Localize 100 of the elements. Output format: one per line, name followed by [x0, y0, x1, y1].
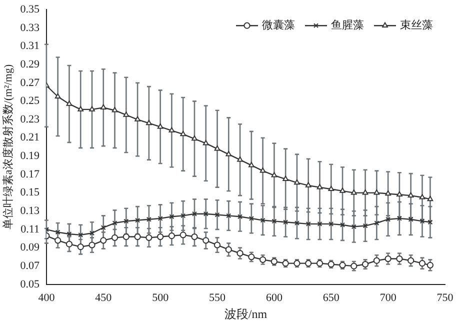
point [340, 188, 346, 193]
point [54, 93, 61, 99]
point [306, 221, 311, 226]
point [169, 214, 174, 220]
point [237, 156, 243, 162]
point [66, 232, 72, 236]
x-tick-label: 700 [380, 292, 397, 304]
point [157, 233, 164, 240]
y-tick-label: 0.23 [20, 113, 40, 126]
y-tick-label: 0.05 [20, 278, 40, 290]
point [328, 221, 334, 226]
x-axis-title: 波段/nm [224, 306, 268, 321]
point [418, 260, 426, 267]
point [373, 257, 380, 264]
x-tick-label: 450 [95, 292, 112, 304]
point [236, 250, 244, 257]
point [123, 112, 130, 117]
point [88, 242, 96, 248]
point [420, 218, 425, 224]
point [408, 192, 414, 198]
point [192, 135, 198, 141]
y-tick-label: 0.21 [20, 132, 40, 144]
point [408, 216, 414, 222]
legend-label: 微囊藻 [262, 18, 295, 32]
point [78, 106, 84, 112]
point [283, 220, 288, 225]
point [55, 230, 60, 235]
point [112, 107, 118, 112]
point [54, 237, 62, 244]
point [294, 179, 300, 185]
point [168, 127, 175, 132]
point [316, 184, 323, 190]
y-tick-label: 0.07 [20, 260, 40, 272]
y-tick-label: 0.27 [20, 76, 40, 89]
point [180, 130, 186, 136]
point [386, 216, 391, 222]
point [203, 211, 208, 216]
point [317, 221, 322, 226]
point [385, 190, 391, 196]
point [100, 237, 107, 244]
point [238, 214, 243, 220]
point [362, 223, 368, 228]
point [374, 190, 380, 195]
y-tick-label: 0.29 [20, 58, 40, 70]
point [77, 244, 84, 250]
point [90, 230, 94, 236]
point [328, 186, 334, 192]
point [180, 213, 186, 218]
point [134, 116, 140, 122]
point [260, 168, 266, 173]
point [202, 140, 209, 146]
point [214, 212, 220, 218]
legend-label: 鱼腥藻 [331, 18, 364, 32]
point [305, 182, 312, 188]
point [111, 234, 118, 241]
point [294, 220, 300, 226]
point [202, 237, 210, 244]
point [248, 162, 254, 168]
y-tick-label: 0.33 [20, 22, 40, 34]
point [191, 233, 198, 240]
point [384, 255, 392, 262]
point [89, 106, 95, 112]
point [248, 216, 254, 221]
y-axis-title: 单位叶绿素a浓度散射系数/(m²/mg) [1, 64, 14, 230]
point [66, 100, 72, 106]
point [340, 222, 345, 228]
y-tick-label: 0.25 [20, 95, 40, 108]
point [419, 194, 426, 200]
x-tick-label: 550 [209, 292, 226, 304]
x-tick-label: 750 [436, 292, 454, 304]
point [408, 257, 414, 264]
point [134, 233, 141, 240]
point [122, 233, 130, 240]
point [426, 262, 434, 268]
point [362, 190, 368, 195]
point [271, 172, 278, 178]
point [124, 218, 129, 224]
x-tick-label: 500 [152, 292, 170, 304]
y-tick-label: 0.17 [20, 168, 40, 180]
point [351, 224, 356, 230]
point [214, 146, 220, 151]
point [396, 255, 403, 262]
point [146, 120, 152, 126]
point [396, 216, 402, 221]
point [192, 211, 197, 216]
point [135, 218, 140, 223]
point [350, 190, 357, 195]
point [146, 216, 152, 222]
point [158, 216, 163, 221]
point [282, 176, 289, 181]
point [78, 232, 84, 238]
point [157, 124, 164, 129]
x-tick-label: 400 [38, 292, 56, 304]
point [427, 196, 434, 202]
point [100, 104, 106, 110]
y-tick-label: 0.15 [20, 186, 40, 199]
y-tick-label: 0.35 [20, 3, 40, 16]
point [168, 232, 176, 240]
point [226, 151, 232, 156]
y-tick-label: 0.31 [20, 40, 40, 52]
